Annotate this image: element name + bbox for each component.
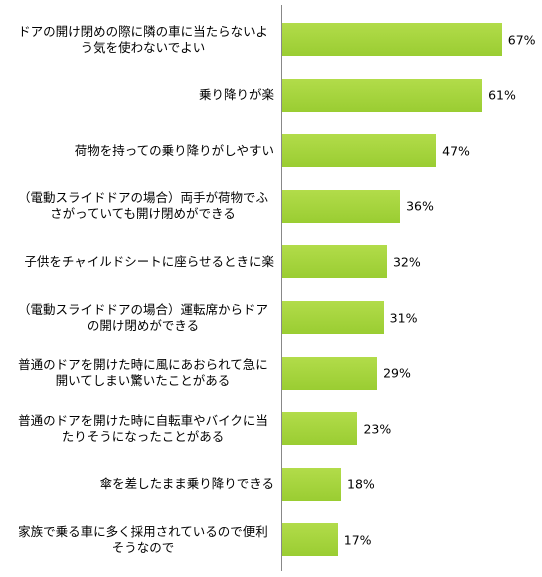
bar-row: ドアの開け閉めの際に隣の車に当たらないよう気を使わないでよい 67%: [0, 12, 542, 67]
bar-row: 子供をチャイルドシートに座らせるときに楽 32%: [0, 234, 542, 289]
bar: [282, 78, 483, 112]
bar: [282, 467, 342, 501]
bar: [282, 412, 358, 446]
value-label: 32%: [392, 254, 421, 270]
category-label: 普通のドアを開けた時に風にあおられて急に開いてしまい驚いたことがある: [18, 357, 268, 389]
bar-row: 普通のドアを開けた時に自転車やバイクに当たりそうになったことがある 23%: [0, 401, 542, 456]
bar: [282, 356, 378, 390]
bar-row: 乗り降りが楽 61%: [0, 68, 542, 123]
category-label: （電動スライドドアの場合）両手が荷物でふさがっていても開け閉めができる: [17, 190, 268, 222]
value-label: 67%: [507, 32, 536, 47]
value-label: 17%: [343, 532, 372, 548]
bar: [282, 523, 338, 557]
value-label: 18%: [347, 476, 375, 492]
bar: [282, 23, 502, 56]
bar-row: 普通のドアを開けた時に風にあおられて急に開いてしまい驚いたことがある 29%: [0, 346, 542, 401]
bar: [282, 189, 401, 223]
bar-row: 家族で乗る車に多く採用されているので便利そうなので 17%: [0, 512, 542, 567]
value-label: 29%: [383, 365, 411, 381]
value-label: 47%: [442, 143, 470, 159]
category-label: 普通のドアを開けた時に自転車やバイクに当たりそうになったことがある: [18, 412, 268, 444]
category-label: 家族で乗る車に多く採用されているので便利そうなので: [18, 523, 268, 555]
bar-row: 荷物を持っての乗り降りがしやすい 47%: [0, 123, 542, 178]
bar: [282, 134, 437, 168]
value-label: 61%: [488, 87, 516, 103]
category-label: 荷物を持っての乗り降りがしやすい: [74, 142, 274, 158]
bar-row: （電動スライドドアの場合）両手が荷物でふさがっていても開け閉めができる 36%: [0, 179, 542, 234]
category-label: （電動スライドドアの場合）運転席からドアの開け閉めができる: [17, 301, 268, 333]
category-label: ドアの開け閉めの際に隣の車に当たらないよう気を使わないでよい: [18, 23, 268, 55]
value-label: 23%: [363, 421, 392, 437]
bar-row: （電動スライドドアの場合）運転席からドアの開け閉めができる 31%: [0, 290, 542, 345]
category-label: 乗り降りが楽: [198, 87, 274, 103]
value-label: 36%: [406, 198, 434, 214]
category-axis: [281, 5, 282, 571]
bar: [282, 301, 384, 334]
bar-row: 傘を差したまま乗り降りできる 18%: [0, 457, 542, 512]
category-label: 子供をチャイルドシートに座らせるときに楽: [24, 253, 274, 269]
bar: [282, 245, 387, 279]
value-label: 31%: [389, 310, 418, 325]
category-label: 傘を差したまま乗り降りできる: [99, 476, 274, 492]
